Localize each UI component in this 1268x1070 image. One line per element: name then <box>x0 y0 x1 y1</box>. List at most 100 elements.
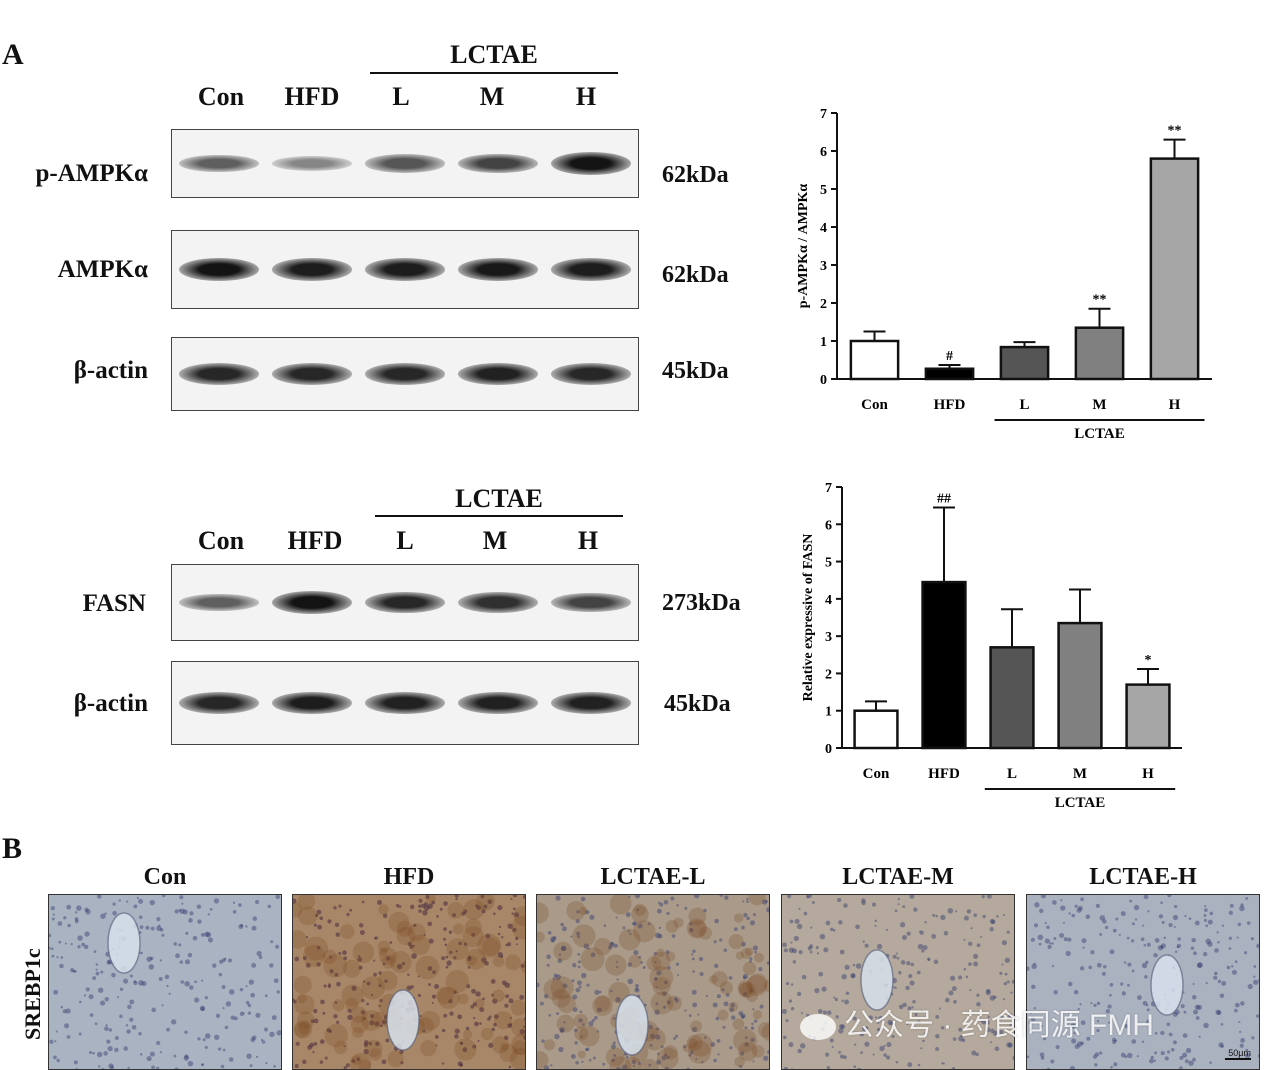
nucleus <box>1217 940 1220 944</box>
nucleus <box>215 1013 221 1018</box>
nucleus <box>366 981 371 986</box>
cytoplasm-stain <box>474 998 485 1009</box>
nucleus <box>1238 1021 1241 1024</box>
cytoplasm-stain <box>688 907 707 926</box>
nucleus <box>443 1013 448 1018</box>
nucleus <box>1071 1038 1077 1044</box>
nucleus <box>839 1024 844 1029</box>
nucleus <box>759 1004 764 1009</box>
cytoplasm-stain <box>643 1027 666 1051</box>
nucleus <box>100 1000 106 1006</box>
nucleus <box>758 966 763 972</box>
nucleus <box>1243 951 1248 955</box>
cytoplasm-stain <box>556 1014 575 1033</box>
central-vein <box>107 912 141 974</box>
cytoplasm-stain <box>578 1025 600 1047</box>
nucleus <box>716 1039 721 1043</box>
nucleus <box>1255 1014 1259 1018</box>
nucleus <box>610 1059 613 1062</box>
nucleus <box>981 895 985 899</box>
nucleus <box>902 1002 907 1008</box>
nucleus <box>809 944 814 949</box>
nucleus <box>1001 940 1007 946</box>
nucleus <box>625 1055 629 1059</box>
nucleus <box>181 902 184 905</box>
nucleus <box>910 962 914 967</box>
nucleus <box>1203 918 1207 922</box>
nucleus <box>838 920 843 925</box>
nucleus <box>431 1001 434 1004</box>
nucleus <box>1007 1013 1013 1019</box>
nucleus <box>655 1034 661 1040</box>
nucleus <box>127 1066 130 1069</box>
nucleus <box>854 1024 857 1027</box>
nucleus <box>228 989 235 995</box>
nucleus <box>602 1062 606 1066</box>
nucleus <box>149 956 154 961</box>
nucleus <box>999 971 1003 975</box>
nucleus <box>523 1017 525 1021</box>
tissue-texture <box>537 895 769 1069</box>
nucleus <box>92 976 97 980</box>
nucleus <box>448 999 453 1004</box>
nucleus <box>293 1000 297 1004</box>
ihc-title-lctae-h: LCTAE-H <box>1089 864 1197 890</box>
nucleus <box>1121 991 1126 996</box>
nucleus <box>872 902 877 907</box>
nucleus <box>202 1038 206 1042</box>
nucleus <box>1006 930 1010 934</box>
nucleus <box>546 963 550 967</box>
blot-band <box>551 363 632 385</box>
nucleus <box>503 1035 509 1041</box>
nucleus <box>481 909 486 914</box>
category-label: M <box>1092 397 1106 413</box>
kda-ampk: 62kDa <box>662 262 729 288</box>
nucleus <box>916 970 921 975</box>
bar <box>853 709 899 750</box>
wechat-icon <box>800 1014 836 1041</box>
nucleus <box>883 1044 886 1048</box>
nucleus <box>444 943 448 947</box>
nucleus <box>363 1017 366 1020</box>
nucleus <box>200 1006 205 1012</box>
nucleus <box>722 1025 726 1029</box>
nucleus <box>1176 943 1182 949</box>
blot-beta-actin-1 <box>171 337 639 411</box>
nucleus <box>467 966 471 969</box>
nucleus <box>970 927 973 930</box>
nucleus <box>926 957 931 961</box>
nucleus <box>357 957 363 962</box>
nucleus <box>1094 1063 1098 1067</box>
nucleus <box>692 949 696 953</box>
cytoplasm-stain <box>446 938 469 961</box>
nucleus <box>1219 993 1225 999</box>
cytoplasm-stain <box>739 982 756 999</box>
nucleus <box>512 927 517 933</box>
nucleus <box>874 924 877 928</box>
nucleus <box>821 986 827 992</box>
blot-band <box>364 258 446 281</box>
nucleus <box>452 913 456 918</box>
nucleus <box>1120 982 1124 986</box>
cytoplasm-stain <box>754 952 765 963</box>
nucleus <box>420 903 426 909</box>
nucleus <box>627 930 630 933</box>
nucleus <box>950 975 956 981</box>
nucleus <box>1250 937 1254 941</box>
nucleus <box>346 912 350 917</box>
nucleus <box>70 968 75 973</box>
nucleus <box>1183 1010 1187 1014</box>
nucleus <box>74 917 79 921</box>
nucleus <box>1060 905 1066 911</box>
cytoplasm-stain <box>510 999 525 1016</box>
nucleus <box>577 960 581 964</box>
nucleus <box>589 914 595 920</box>
nucleus <box>688 1053 692 1057</box>
cytoplasm-stain <box>463 899 485 920</box>
nucleus <box>158 976 163 981</box>
nucleus <box>156 917 161 922</box>
nucleus <box>1044 921 1047 925</box>
cytoplasm-stain <box>297 993 307 1004</box>
cytoplasm-stain <box>381 954 396 969</box>
cytoplasm-stain <box>378 904 389 915</box>
